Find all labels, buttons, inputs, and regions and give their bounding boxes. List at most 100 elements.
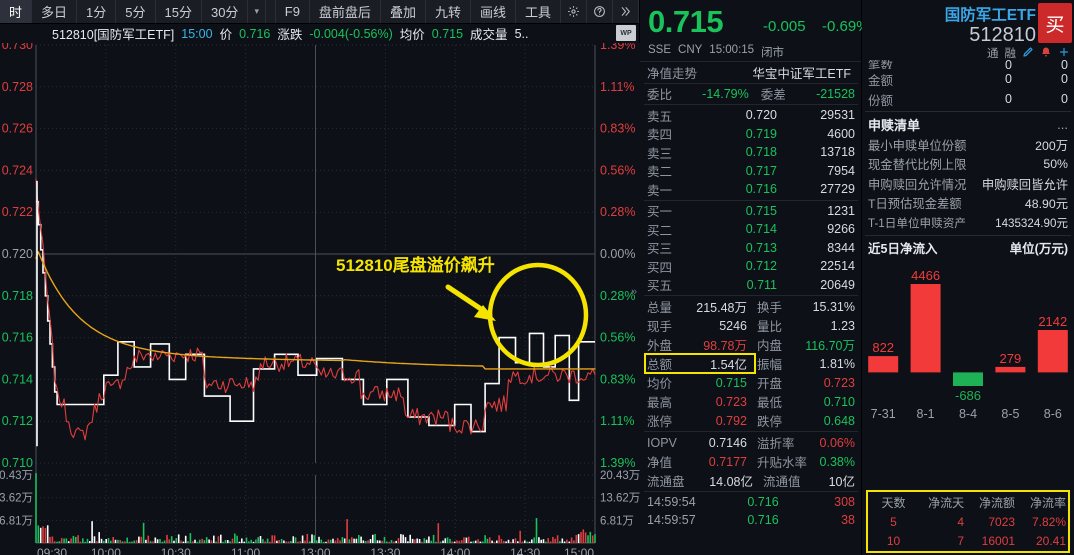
ask-label: 卖二 <box>647 165 673 180</box>
bid-row[interactable]: 买四 0.712 22514 <box>640 257 862 276</box>
divider <box>644 104 858 105</box>
intraday-chart[interactable]: 0.730 1.39% 0.728 1.11% 0.726 0.83% 0.724 0.56%… <box>0 43 640 555</box>
action-tong[interactable]: 通 <box>987 48 999 60</box>
expand-icon[interactable] <box>613 0 639 23</box>
svg-text:0.716: 0.716 <box>2 331 33 345</box>
svg-text:15:00: 15:00 <box>564 546 594 555</box>
stat-value: 0.06% <box>819 435 855 450</box>
tab-multiday[interactable]: 多日 <box>32 0 78 23</box>
bid-price: 0.715 <box>745 203 777 218</box>
ask-row[interactable]: 卖四 0.719 4600 <box>640 125 862 144</box>
row-value: 申购赎回皆允许 <box>981 177 1068 192</box>
fund-header: 国防军工ETF 512810 买 通 融 <box>862 0 1074 62</box>
plus-icon[interactable] <box>1058 46 1070 61</box>
bid-row[interactable]: 买五 0.711 20649 <box>640 276 862 295</box>
bid-row[interactable]: 买一 0.715 1231 <box>640 202 862 221</box>
ask-row[interactable]: 卖五 0.720 29531 <box>640 106 862 125</box>
stat-row: 现手 5246 量比 1.23 <box>640 316 862 335</box>
col-header: 净流率 <box>1029 496 1066 510</box>
stat-key: 溢折率 <box>757 437 795 451</box>
button-f9[interactable]: F9 <box>276 0 310 23</box>
price-label: 价 <box>219 28 233 42</box>
tick-vol: 38 <box>841 513 855 527</box>
stat-value: 0.648 <box>823 413 855 428</box>
button-jiuzhuan[interactable]: 九转 <box>426 0 471 23</box>
stat-value: 5246 <box>719 318 747 333</box>
svg-text:0.00%: 0.00% <box>600 247 635 261</box>
ask-row[interactable]: 卖二 0.717 7954 <box>640 162 862 181</box>
divider <box>644 199 858 201</box>
divider <box>644 295 858 296</box>
nav-row: 净值 0.7177 升贴水率 0.38% <box>640 452 862 471</box>
stat-row: 外盘 98.78万 内盘 116.70万 <box>640 335 862 354</box>
svg-text:1.11%: 1.11% <box>600 80 635 94</box>
buy-button[interactable]: 买 <box>1038 3 1072 43</box>
purchase-row: 笔数 0 0 <box>862 60 1074 69</box>
button-drawline[interactable]: 画线 <box>471 0 516 23</box>
table-row: 10 7 16001 20.41 <box>870 531 1066 550</box>
change-label: 涨跌 <box>277 28 303 42</box>
gear-icon[interactable] <box>561 0 587 23</box>
chart-volume: 5.. <box>514 26 529 41</box>
currency-label: CNY <box>678 44 703 56</box>
stat-value: 116.70万 <box>805 339 855 353</box>
fund-name: 华宝中证军工ETF <box>752 66 851 81</box>
bid-row[interactable]: 买三 0.713 8344 <box>640 239 862 258</box>
ask-label: 卖四 <box>647 128 673 143</box>
table-header-row: 天数 净流天 净流额 净流率 <box>870 493 1066 512</box>
stat-row: 总量 215.48万 换手 15.31% <box>640 297 862 316</box>
ask-vol: 29531 <box>820 108 855 123</box>
help-icon[interactable] <box>587 0 613 23</box>
avg-label: 均价 <box>399 28 425 42</box>
stat-value: 1.81% <box>819 356 855 371</box>
action-rong[interactable]: 融 <box>1004 48 1017 60</box>
col-header: 天数 <box>881 496 906 510</box>
chart-avg: 0.715 <box>431 26 464 41</box>
price-change-pct: -0.69% <box>822 18 870 35</box>
stat-value: 0.723 <box>823 375 855 390</box>
total-amount-row: 总额 1.54亿 振幅 1.81% <box>640 354 862 373</box>
svg-text:10:00: 10:00 <box>91 546 121 555</box>
collapse-handle-icon[interactable]: » <box>631 286 638 298</box>
svg-text:1.39%: 1.39% <box>600 456 635 470</box>
svg-text:-686: -686 <box>955 388 981 403</box>
cell-days: 10 <box>886 533 901 548</box>
redeem-row: T-1日单位申赎资产 1435324.90元 <box>862 213 1074 233</box>
redeem-row: 现金替代比例上限 50% <box>862 155 1074 175</box>
bell-icon[interactable] <box>1040 46 1052 61</box>
tab-15min[interactable]: 15分 <box>156 0 202 23</box>
net-inflow-chart[interactable]: 822 7-31 4466 8-1 -686 8-4 279 8-5 2142 8-6 <box>862 257 1074 430</box>
tab-5min[interactable]: 5分 <box>116 0 156 23</box>
ask-label: 卖三 <box>647 146 673 161</box>
svg-text:13:00: 13:00 <box>300 546 330 555</box>
divider <box>644 491 858 492</box>
more-icon[interactable]: ... <box>1057 117 1068 132</box>
stat-row: 均价 0.715 开盘 0.723 <box>640 373 862 392</box>
stat-value: 1.23 <box>830 318 855 333</box>
bid-row[interactable]: 买二 0.714 9266 <box>640 220 862 239</box>
stat-value: 0.7146 <box>708 435 747 450</box>
button-prepost[interactable]: 盘前盘后 <box>310 0 381 23</box>
ask-vol: 27729 <box>820 182 855 197</box>
ask-row[interactable]: 卖一 0.716 27729 <box>640 180 862 199</box>
row-label: 申购赎回允许情况 <box>868 177 967 192</box>
svg-text:13.62万: 13.62万 <box>0 493 33 505</box>
button-overlay[interactable]: 叠加 <box>381 0 426 23</box>
diff-label: 委差 <box>760 88 786 103</box>
fund-info-panel: 国防军工ETF 512810 买 通 融 <box>862 0 1074 555</box>
stat-key: 现手 <box>647 320 673 334</box>
row-label: 金额 <box>868 73 894 88</box>
tab-intraday[interactable]: 时 <box>0 0 33 23</box>
bid-vol: 8344 <box>827 240 855 255</box>
svg-text:0.28%: 0.28% <box>600 205 635 219</box>
ask-row[interactable]: 卖三 0.718 13718 <box>640 143 862 162</box>
stat-value: 0.715 <box>715 375 747 390</box>
tab-30min[interactable]: 30分 <box>202 0 249 23</box>
edit-icon[interactable] <box>1022 46 1034 61</box>
tab-1min[interactable]: 1分 <box>77 0 117 23</box>
svg-text:0.712: 0.712 <box>2 414 33 428</box>
chevron-down-icon[interactable]: ▾ <box>248 0 266 23</box>
svg-text:6.81万: 6.81万 <box>0 515 33 527</box>
button-tools[interactable]: 工具 <box>516 0 561 23</box>
stat-key: 开盘 <box>757 377 783 391</box>
